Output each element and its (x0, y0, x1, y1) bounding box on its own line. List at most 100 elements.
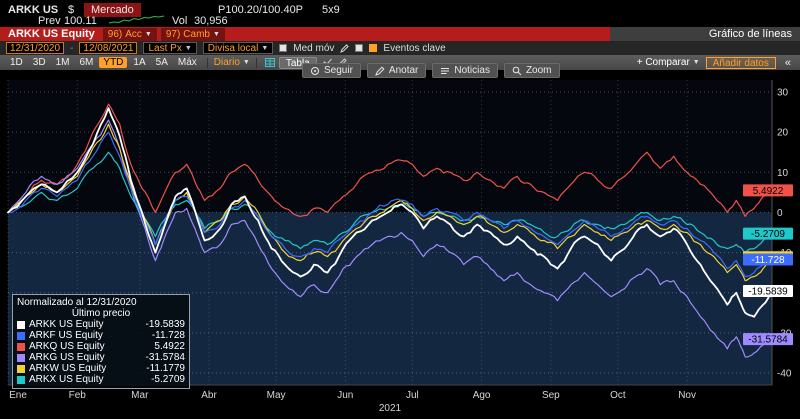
titlebar: ARKK US $ Mercado P100.20/100.40P 5x9 Pr… (0, 0, 800, 27)
legend-row: ARKX US Equity -5.2709 (17, 374, 185, 385)
zoom-button[interactable]: Zoom (503, 63, 560, 78)
x-axis-label: Jul (406, 390, 419, 401)
date-from-input[interactable]: 12/31/2020 (6, 42, 65, 54)
chart-toolbar: Seguir Anotar Noticias Zoom (302, 63, 560, 78)
edit-menu-label: Camb (183, 28, 210, 40)
range-ytd[interactable]: YTD (99, 57, 128, 68)
chevron-down-icon: ▼ (144, 30, 152, 38)
currency-mode-dropdown[interactable]: Divisa local ▼ (202, 42, 274, 54)
compare-button[interactable]: + Comparar ▼ (637, 57, 700, 68)
legend-swatch (17, 353, 25, 362)
divider (206, 57, 208, 68)
range-max[interactable]: Máx (177, 57, 197, 68)
legend-ticker: ARKG US Equity (29, 352, 105, 363)
legend-value: -31.5784 (145, 352, 185, 363)
mov-avg-checkbox[interactable] (279, 44, 288, 52)
last-value-badge-text: -11.728 (751, 255, 785, 266)
legend-row: ARKF US Equity -11.728 (17, 330, 185, 341)
legend-row: ARKK US Equity -19.5839 (17, 319, 185, 330)
chevron-down-icon: ▼ (184, 44, 192, 52)
series-line (7, 107, 773, 318)
target-icon (311, 66, 319, 75)
news-button[interactable]: Noticias (432, 63, 498, 78)
add-data-input[interactable]: Añadir datos (705, 56, 776, 69)
last-value-badge (743, 285, 793, 298)
legend-value: -11.1779 (146, 363, 185, 374)
legend-ticker: ARKW US Equity (29, 363, 107, 374)
frequency-dropdown[interactable]: Diario ▼ (214, 57, 250, 68)
news-icon (441, 67, 450, 74)
settings-bar: 12/31/2020 - 12/08/2021 Last Px ▼ Divisa… (0, 41, 800, 55)
x-axis-year-label: 2021 (379, 403, 402, 414)
series-line (7, 103, 773, 217)
volume-label: Vol (172, 15, 188, 27)
legend-row: ARKW US Equity -11.1779 (17, 363, 185, 374)
y-axis-label: 30 (777, 88, 789, 99)
legend-swatch (17, 342, 25, 351)
table-icon[interactable] (263, 58, 277, 67)
mov-avg-label: Med móv (293, 42, 335, 54)
key-events-icon (369, 44, 378, 52)
chevron-down-icon: ▼ (261, 44, 269, 52)
prev-value: 100.11 (64, 15, 97, 27)
market-status-badge: Mercado (84, 3, 141, 17)
range-1m[interactable]: 1M (55, 57, 70, 68)
last-value-badge (743, 253, 793, 266)
series-line (7, 119, 773, 358)
bid-ask-quote: P100.20/100.40P (218, 4, 304, 16)
range-3d[interactable]: 3D (32, 57, 46, 68)
legend-swatch (17, 375, 25, 384)
legend-ticker: ARKK US Equity (29, 319, 104, 330)
chevron-down-icon: ▼ (212, 30, 220, 38)
chevron-down-icon: ▼ (692, 59, 700, 66)
annotate-button[interactable]: Anotar (366, 63, 427, 78)
last-value-badge-text: 5.4922 (753, 186, 784, 197)
news-label: Noticias (454, 65, 490, 76)
pencil-icon[interactable] (340, 43, 350, 53)
x-axis-label: Mar (131, 390, 149, 401)
legend-swatch (17, 364, 25, 373)
key-events-checkbox[interactable] (355, 44, 364, 52)
function-bar: ARKK US Equity 96) Acc ▼ 97) Camb ▼ Gráf… (0, 27, 800, 41)
security-name: ARKK US Equity (8, 28, 95, 40)
last-value-badge (743, 227, 793, 240)
price-field-dropdown[interactable]: Last Px ▼ (143, 42, 197, 54)
x-axis-label: Ene (9, 390, 27, 401)
chart-area: Seguir Anotar Noticias Zoom 3020100-10-2… (0, 63, 800, 419)
series-line (7, 151, 773, 254)
legend-row: ARKG US Equity -31.5784 (17, 352, 185, 363)
security-ticker: ARKK US (8, 4, 59, 16)
lot-size: 5x9 (322, 4, 340, 16)
last-value-badge-text: -31.5784 (748, 335, 788, 346)
edit-menu-button[interactable]: 97) Camb ▼ (160, 27, 225, 41)
range-5y[interactable]: 5A (155, 57, 168, 68)
legend-ticker: ARKF US Equity (29, 330, 103, 341)
range-1d[interactable]: 1D (10, 57, 23, 68)
legend-value: -5.2709 (151, 374, 185, 385)
divider (255, 57, 257, 68)
x-axis-label: Ago (473, 390, 491, 401)
prev-label: Prev (38, 15, 61, 27)
x-axis-label: Abr (201, 390, 217, 401)
last-value-badge-text: -5.2709 (751, 229, 785, 240)
legend-swatch (17, 320, 25, 329)
x-axis-label: Nov (678, 390, 696, 401)
date-range-dash: - (70, 42, 74, 54)
collapse-panel-button[interactable]: « (784, 56, 791, 69)
range-6m[interactable]: 6M (79, 57, 94, 68)
last-value-badge-text: -19.5839 (748, 287, 788, 298)
legend-rows: ARKK US Equity -19.5839 ARKF US Equity -11.… (17, 319, 185, 385)
legend-swatch (17, 331, 25, 340)
y-axis-label: 10 (777, 168, 789, 179)
follow-label: Seguir (324, 65, 353, 76)
period-bar: 1D 3D 1M 6M YTD 1A 5A Máx Diario ▼ Tabla… (0, 55, 800, 70)
x-axis-label: Sep (542, 390, 560, 401)
date-to-input[interactable]: 12/08/2021 (79, 42, 138, 54)
range-1y[interactable]: 1A (133, 57, 146, 68)
actions-menu-button[interactable]: 96) Acc ▼ (102, 27, 157, 41)
currency-mode-value: Divisa local (207, 42, 259, 54)
legend-value: 5.4922 (154, 341, 185, 352)
chevron-down-icon: ▼ (242, 59, 250, 66)
follow-button[interactable]: Seguir (302, 63, 361, 78)
